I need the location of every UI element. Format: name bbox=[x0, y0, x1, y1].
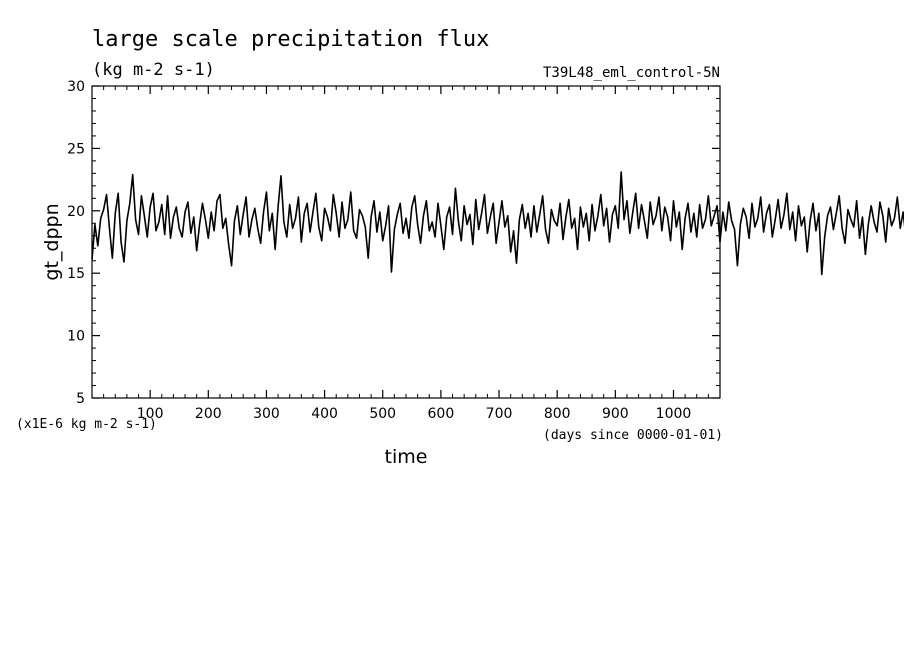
x-unit-note: (days since 0000-01-01) bbox=[543, 428, 723, 443]
plot-frame bbox=[91, 85, 721, 399]
y-tick-label: 20 bbox=[67, 204, 85, 220]
y-tick-label: 10 bbox=[67, 329, 85, 345]
x-tick-label: 700 bbox=[486, 406, 513, 422]
x-tick-label: 100 bbox=[137, 406, 164, 422]
x-tick-label: 900 bbox=[602, 406, 629, 422]
y-tick-label: 15 bbox=[67, 266, 85, 282]
x-tick-label: 600 bbox=[428, 406, 455, 422]
experiment-label: T39L48_eml_control-5N bbox=[543, 65, 720, 81]
y-unit-note: (x1E-6 kg m-2 s-1) bbox=[16, 417, 157, 432]
x-tick-label: 300 bbox=[253, 406, 280, 422]
series-line bbox=[91, 171, 904, 276]
x-tick-label: 1000 bbox=[656, 406, 692, 422]
chart-title: large scale precipitation flux bbox=[92, 27, 489, 52]
x-tick-labels: 100 200 300 400 500 600 700 800 900 1000 bbox=[137, 406, 692, 422]
major-ticks bbox=[92, 85, 720, 399]
x-tick-label: 500 bbox=[369, 406, 396, 422]
chart-subtitle: (kg m-2 s-1) bbox=[92, 60, 215, 80]
y-tick-label: 5 bbox=[76, 391, 85, 407]
y-axis-label: gt_dppn bbox=[41, 203, 63, 280]
y-tick-label: 25 bbox=[67, 141, 85, 157]
x-tick-label: 800 bbox=[544, 406, 571, 422]
minor-ticks bbox=[92, 86, 720, 398]
x-tick-label: 200 bbox=[195, 406, 222, 422]
x-axis-label: time bbox=[385, 446, 428, 468]
x-tick-label: 400 bbox=[311, 406, 338, 422]
y-tick-label: 30 bbox=[67, 79, 85, 95]
y-tick-labels: 5 10 15 20 25 30 bbox=[67, 79, 85, 407]
